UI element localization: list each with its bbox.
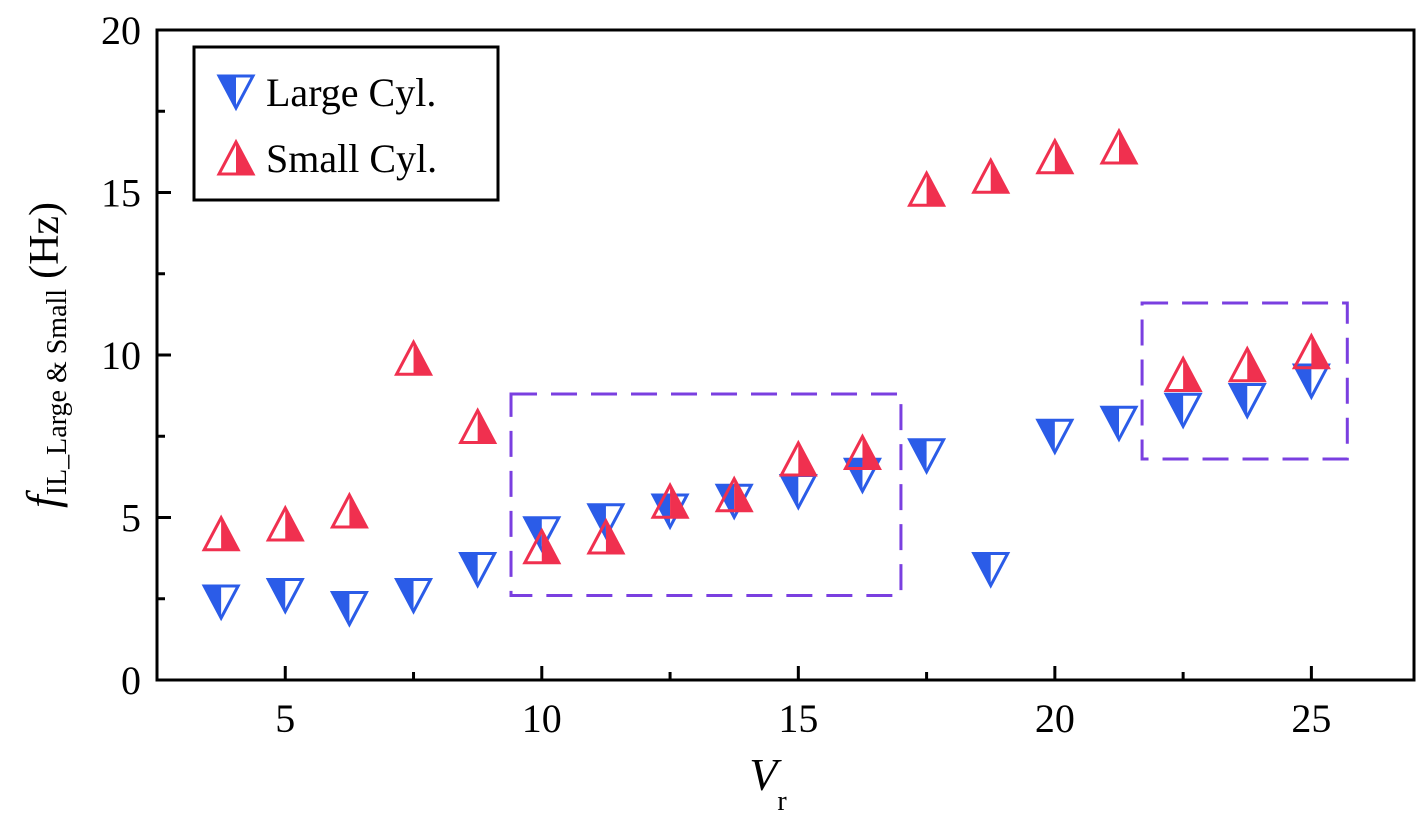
y-tick-label: 0 (121, 658, 141, 703)
data-point (778, 474, 818, 511)
data-point (907, 438, 947, 475)
data-point (1035, 137, 1075, 175)
legend-entries: Large Cyl. Small Cyl. (216, 70, 437, 181)
marker-outline (201, 514, 241, 552)
legend-marker (216, 74, 256, 112)
marker-outline (907, 170, 947, 207)
marker-outline (778, 439, 818, 477)
data-point (265, 578, 305, 615)
data-point (1163, 355, 1203, 392)
marker-outline (1035, 418, 1075, 456)
marker-outline (714, 475, 754, 513)
marker-outline (971, 552, 1011, 589)
marker-outline (394, 339, 434, 376)
x-tick-label: 5 (275, 696, 295, 741)
series-large-cyl (201, 363, 1331, 628)
marker-outline (265, 578, 305, 615)
data-point (1227, 345, 1267, 383)
data-point (1291, 363, 1331, 401)
data-point (522, 527, 562, 565)
data-point (394, 578, 434, 615)
data-point (842, 433, 882, 470)
marker-outline (1227, 383, 1267, 420)
marker-outline (458, 552, 498, 589)
marker-outline (1163, 392, 1203, 430)
marker-outline (907, 438, 947, 475)
data-point (971, 157, 1011, 194)
marker-outline (650, 482, 690, 519)
marker-outline (586, 517, 626, 555)
data-point (971, 552, 1011, 589)
marker-outline (265, 504, 305, 542)
data-point (1163, 392, 1203, 430)
data-point (1035, 418, 1075, 456)
x-axis-label-subscript: r (777, 786, 787, 817)
marker-outline (971, 157, 1011, 194)
data-point (1099, 127, 1139, 165)
data-point (714, 475, 754, 513)
marker-outline (1163, 355, 1203, 392)
x-tick-label: 25 (1291, 696, 1331, 741)
y-tick-label: 5 (121, 496, 141, 541)
dashed-region-1 (509, 392, 903, 597)
y-axis-label-unit: (Hz) (22, 202, 68, 279)
marker-outline (1099, 127, 1139, 165)
data-point (1099, 405, 1139, 443)
x-tick-label: 15 (778, 696, 818, 741)
marker-outline (329, 591, 369, 628)
marker-outline (842, 433, 882, 470)
series-small-cyl (201, 127, 1331, 565)
data-point (778, 439, 818, 477)
y-axis-label: fIL_Large & Small(Hz) (17, 202, 73, 508)
data-point (907, 170, 947, 207)
legend-label: Large Cyl. (266, 70, 436, 115)
data-point (1227, 383, 1267, 420)
axes: 5 10 15 20 25 0 5 10 15 20 (101, 8, 1416, 741)
annotation-regions (509, 301, 1349, 597)
marker-outline (329, 491, 369, 529)
data-point (458, 552, 498, 589)
marker-outline (458, 407, 498, 444)
data-point (394, 339, 434, 376)
y-axis-label-subscript: IL_Large & Small (42, 289, 73, 496)
y-tick-label: 15 (101, 171, 141, 216)
marker-outline (201, 584, 241, 622)
marker-outline (1035, 137, 1075, 175)
y-tick-label: 20 (101, 8, 141, 53)
data-point (458, 407, 498, 444)
x-axis-label: Vr (749, 749, 787, 817)
x-tick-label: 20 (1035, 696, 1075, 741)
data-point (265, 504, 305, 542)
data-point (329, 591, 369, 628)
marker-outline (522, 527, 562, 565)
data-point (201, 514, 241, 552)
marker-outline (586, 503, 626, 540)
x-tick-label: 10 (522, 696, 562, 741)
y-tick-label: 10 (101, 333, 141, 378)
legend-marker (216, 138, 256, 176)
data-point (1291, 332, 1331, 370)
data-point (650, 482, 690, 519)
dashed-region-2 (1140, 301, 1349, 461)
marker-outline (1291, 332, 1331, 370)
marker-outline (216, 74, 256, 112)
marker-outline (394, 578, 434, 615)
x-axis-label-main: V (749, 749, 782, 800)
data-point (586, 517, 626, 555)
marker-outline (216, 138, 256, 176)
marker-outline (1099, 405, 1139, 443)
data-point (201, 584, 241, 622)
marker-outline (522, 516, 562, 553)
legend-label: Small Cyl. (266, 136, 437, 181)
marker-outline (1227, 345, 1267, 383)
legend: Large Cyl. Small Cyl. (192, 45, 500, 202)
data-points (201, 127, 1331, 628)
data-point (329, 491, 369, 529)
